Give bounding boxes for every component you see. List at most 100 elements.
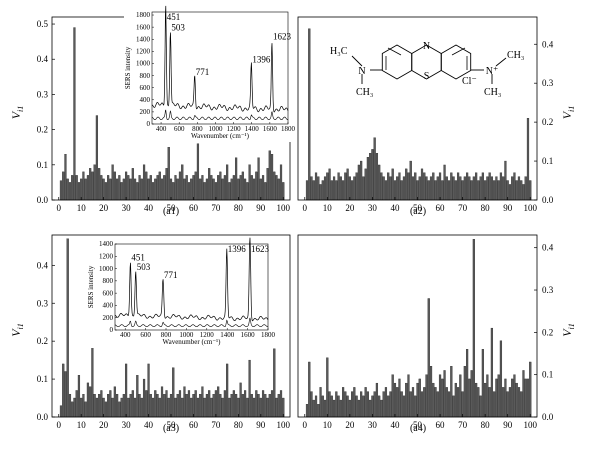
bar xyxy=(77,182,81,201)
bar xyxy=(80,178,83,201)
bar xyxy=(335,180,338,201)
bar xyxy=(305,404,309,418)
x-tick-label: 70 xyxy=(458,203,468,213)
inset-y-tick-label: 1000 xyxy=(136,60,151,68)
bar xyxy=(468,378,471,418)
bar xyxy=(187,390,191,418)
bar xyxy=(391,168,394,201)
bar xyxy=(312,180,315,201)
x-tick-label: 90 xyxy=(256,203,266,213)
bar xyxy=(82,171,85,201)
bar xyxy=(270,390,274,418)
bar xyxy=(477,180,480,201)
bar xyxy=(346,395,349,418)
bar xyxy=(196,143,200,201)
y-tick-label: 0.4 xyxy=(542,243,554,253)
bar xyxy=(181,164,184,201)
methyl-group-label: H₃C xyxy=(330,46,348,57)
bar xyxy=(199,178,202,201)
bar xyxy=(255,171,258,201)
bar xyxy=(481,349,484,418)
bar xyxy=(66,238,69,418)
bar xyxy=(279,164,283,201)
panel-a2: 0 10 20 30 40 50 60 70 80 90 100 0.0 0.1 0.2 0.3 0.4 Vi1… xyxy=(297,16,576,217)
y-tick-label: 0.1 xyxy=(542,156,553,166)
bar xyxy=(380,172,383,201)
bar xyxy=(172,367,175,418)
bar xyxy=(111,164,114,201)
x-tick-label: 80 xyxy=(234,203,244,213)
bar xyxy=(127,175,130,201)
bar xyxy=(151,182,155,201)
x-tick-label: 10 xyxy=(323,420,333,430)
chloride-counter-ion-label: Cl⁻ xyxy=(462,76,477,87)
bar xyxy=(488,387,491,418)
methyl-bond xyxy=(495,57,507,67)
x-tick-label: 10 xyxy=(323,203,333,213)
x-tick-label: 40 xyxy=(390,203,400,213)
bar xyxy=(255,390,258,418)
bar xyxy=(400,180,403,201)
bar xyxy=(371,149,374,201)
bar xyxy=(136,182,139,201)
bar xyxy=(133,397,137,418)
bar xyxy=(237,178,240,201)
bar xyxy=(82,394,85,418)
bar xyxy=(217,175,220,201)
bar xyxy=(319,387,322,418)
peak-label: 1396 xyxy=(228,244,247,254)
bar xyxy=(490,327,494,418)
bar xyxy=(499,172,503,201)
bar xyxy=(232,390,235,418)
x-tick-label: 50 xyxy=(167,203,177,213)
inset-y-tick-label: 600 xyxy=(140,84,151,92)
bar xyxy=(305,180,309,201)
bar xyxy=(411,387,415,418)
bar xyxy=(441,180,444,201)
bar xyxy=(122,178,125,201)
bar xyxy=(185,394,188,418)
bar xyxy=(522,184,525,201)
bar xyxy=(398,378,401,418)
bar xyxy=(201,386,204,418)
x-tick-label: 50 xyxy=(413,203,423,213)
inset-y-tick-label: 800 xyxy=(140,72,151,80)
bar xyxy=(185,175,188,201)
bar xyxy=(104,182,107,201)
x-tick-label: 20 xyxy=(99,203,109,213)
bar xyxy=(147,363,150,418)
y-tick-label: 0.1 xyxy=(37,374,48,384)
bar xyxy=(438,374,442,418)
bar xyxy=(499,340,503,418)
methyl-group-label: CH₃ xyxy=(356,87,373,98)
bar xyxy=(364,168,367,201)
bar xyxy=(497,374,500,418)
bar xyxy=(151,397,155,418)
bar xyxy=(219,394,222,418)
bar xyxy=(335,391,338,418)
bar xyxy=(425,374,428,418)
bar xyxy=(140,397,143,418)
x-tick-label: 30 xyxy=(368,203,378,213)
bar xyxy=(205,394,209,418)
bar xyxy=(131,390,134,418)
bar xyxy=(454,382,457,418)
bar xyxy=(513,172,516,201)
bar xyxy=(502,387,505,418)
bar xyxy=(429,366,433,418)
y-axis-label-sub: i1 xyxy=(567,106,576,112)
bar xyxy=(129,178,132,201)
bar xyxy=(461,391,464,418)
bar xyxy=(423,387,426,418)
bar xyxy=(396,387,399,418)
bar xyxy=(468,176,471,201)
bar xyxy=(252,397,256,418)
bar xyxy=(194,171,197,201)
bar xyxy=(339,176,342,201)
bar xyxy=(138,394,141,418)
bar xyxy=(405,168,408,201)
x-tick-label: 90 xyxy=(503,203,513,213)
bar xyxy=(353,176,356,201)
bar xyxy=(111,397,114,418)
